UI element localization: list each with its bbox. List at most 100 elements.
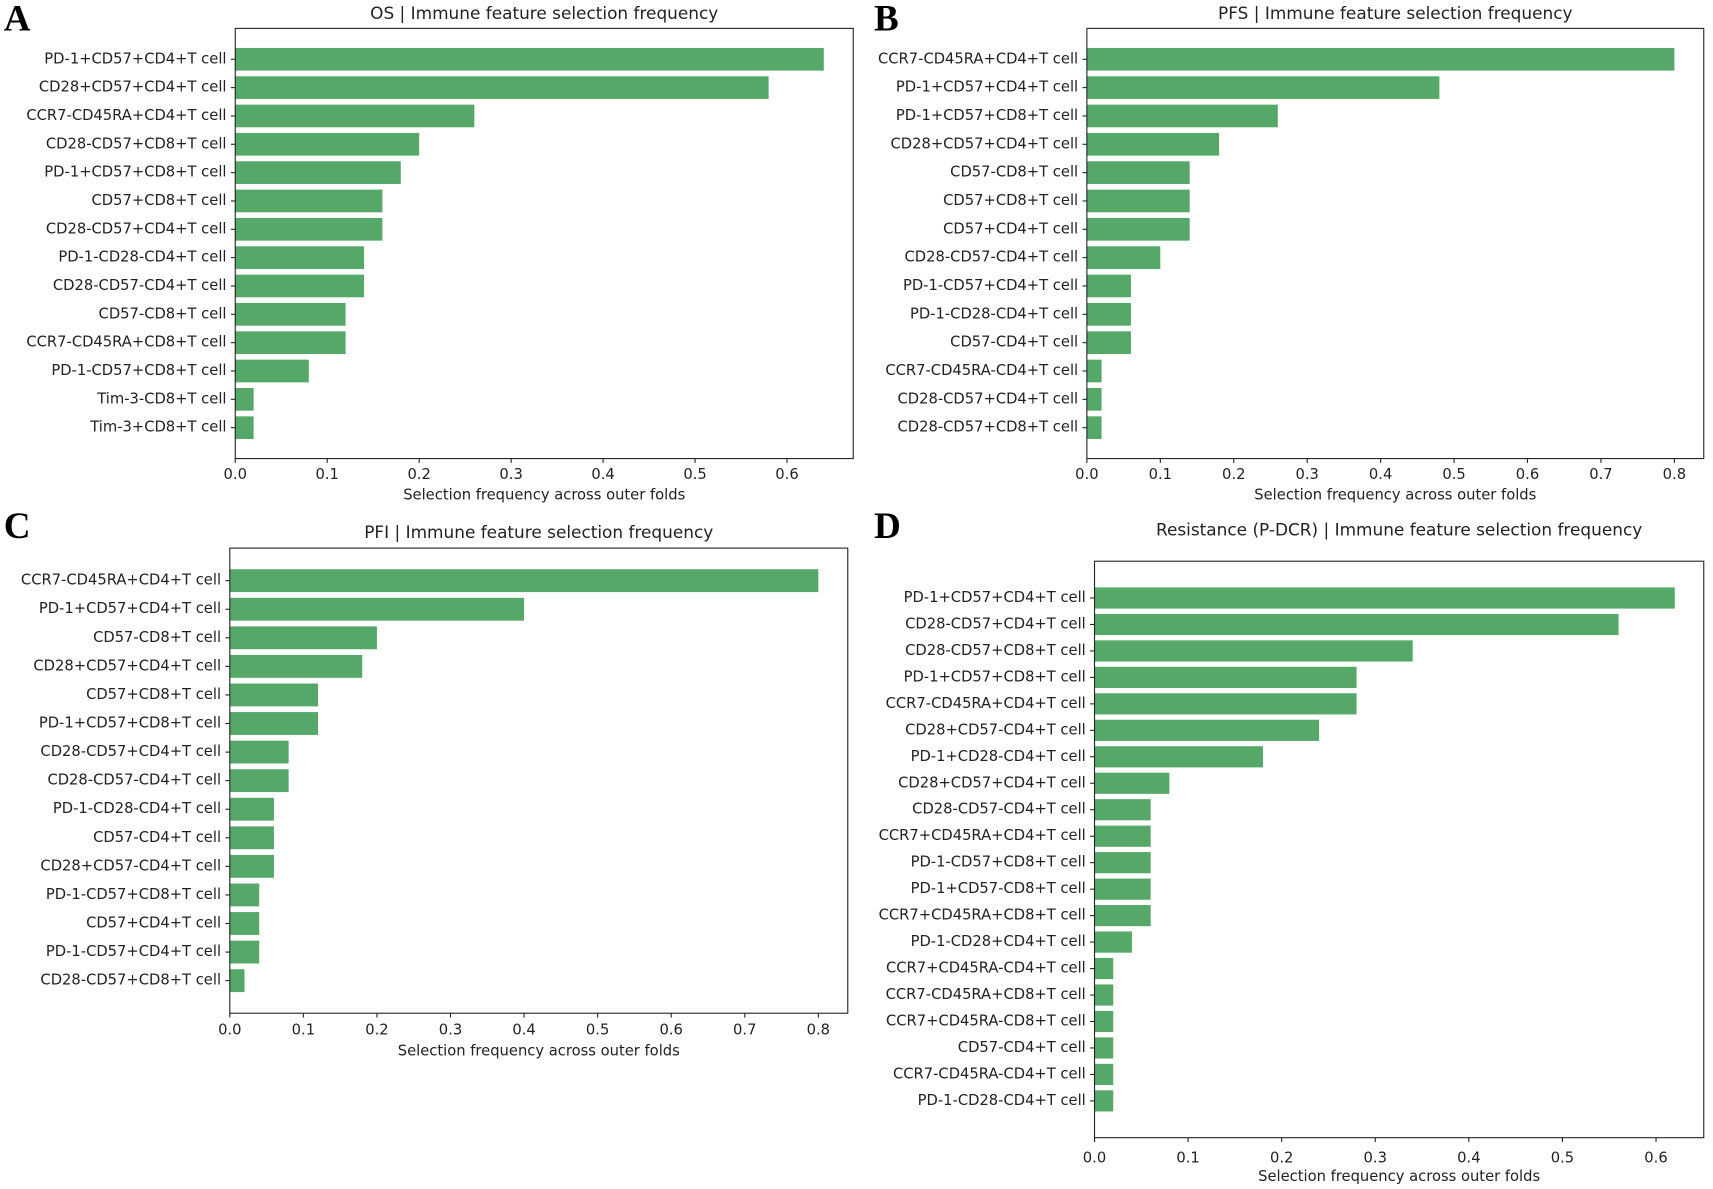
y-tick-label: PD-1-CD28-CD4+T cell [918,1092,1086,1109]
x-tick-label: 0.6 [775,466,798,483]
y-tick-label: CCR7-CD45RA+CD8+T cell [886,986,1086,1003]
y-tick-label: CD57-CD4+T cell [950,334,1078,351]
y-tick-label: CD57-CD8+T cell [950,164,1078,181]
bar [229,883,260,907]
x-tick-label: 0.1 [1176,1149,1199,1166]
panel-letter: A [4,0,31,39]
bar [235,76,769,99]
y-tick-label: CCR7-CD45RA+CD8+T cell [26,334,226,351]
x-tick-label: 0.0 [1083,1149,1106,1166]
bar [1086,217,1190,241]
bar [1094,852,1151,874]
x-tick-label: 0.5 [1442,466,1465,483]
y-tick-label: CD28+CD57+CD4+T cell [898,774,1086,791]
bar [1086,76,1440,99]
x-tick-label: 0.1 [315,466,338,483]
bar [235,47,824,71]
y-tick-label: PD-1-CD28-CD4+T cell [58,249,226,266]
x-tick-label: 0.5 [1551,1149,1574,1166]
x-tick-label: 0.4 [1369,466,1392,483]
x-tick-label: 0.1 [1149,466,1172,483]
bar [1086,161,1190,184]
bar [1094,640,1413,662]
bar [1094,1090,1114,1112]
bar [1094,666,1357,688]
bar [1094,984,1114,1006]
plot-frame [1086,27,1705,460]
bar [1086,189,1190,213]
bar [235,217,383,241]
y-tick-label: CCR7+CD45RA-CD4+T cell [886,960,1086,977]
y-tick-label: CCR7-CD45RA+CD4+T cell [21,572,221,589]
bar [1086,246,1161,269]
y-tick-label: CD28-CD57+CD8+T cell [898,419,1079,436]
panel-letter: C [4,506,31,547]
bar [1086,302,1131,326]
x-tick-label: 0.3 [499,466,522,483]
chart-title: OS | Immune feature selection frequency [370,3,718,23]
bar [235,132,420,156]
y-tick-label: CD28-CD57+CD4+T cell [46,220,227,237]
y-tick-label: CD57+CD4+T cell [943,220,1078,237]
y-tick-label: CD28-CD57-CD4+T cell [53,277,227,294]
bar [1094,905,1151,927]
bar [229,712,319,735]
x-tick-label: 0.4 [591,466,614,483]
panel-letter: B [874,0,899,39]
x-axis-label: Selection frequency across outer folds [1254,487,1536,504]
plot-frame [1093,560,1705,1139]
y-tick-label: CD57+CD8+T cell [86,686,221,703]
bar [1094,878,1151,900]
bar [229,626,377,650]
y-tick-label: PD-1+CD57+CD4+T cell [39,600,221,617]
bar [235,104,475,128]
y-tick-label: CD28-CD57+CD8+T cell [40,972,221,989]
bar [1094,957,1114,980]
y-tick-label: CD28-CD57-CD4+T cell [905,249,1079,266]
y-tick-label: PD-1+CD28-CD4+T cell [911,748,1086,765]
y-tick-label: CD28+CD57+CD4+T cell [39,79,227,96]
y-tick-label: CD57-CD8+T cell [93,629,221,646]
x-axis-label: Selection frequency across outer folds [403,487,685,504]
x-tick-label: 0.2 [365,1022,388,1039]
y-tick-label: CD28-CD57+CD4+T cell [898,390,1079,407]
bar [235,274,364,298]
bar [1094,693,1357,715]
bar [1094,1063,1114,1086]
bar [1094,746,1263,768]
y-tick-label: CD28+CD57+CD4+T cell [33,657,221,674]
bar [229,854,274,878]
x-tick-label: 0.7 [1589,466,1612,483]
bar [1086,416,1102,440]
y-tick-label: PD-1+CD57+CD8+T cell [896,107,1078,124]
y-tick-label: PD-1-CD57+CD8+T cell [911,854,1086,871]
y-tick-label: CD28+CD57-CD4+T cell [40,857,221,874]
y-tick-label: CCR7+CD45RA+CD4+T cell [879,827,1086,844]
x-tick-label: 0.8 [1663,466,1686,483]
y-tick-label: PD-1+CD57-CD8+T cell [911,880,1086,897]
y-tick-label: PD-1-CD28-CD4+T cell [53,800,221,817]
x-tick-label: 0.1 [292,1022,315,1039]
panel-letter: D [874,506,901,547]
bar [1086,47,1675,71]
x-tick-label: 0.3 [1364,1149,1387,1166]
bar [235,388,254,411]
bar [235,416,254,440]
bar [229,597,525,621]
y-tick-label: PD-1+CD57+CD8+T cell [904,668,1086,685]
y-tick-label: CD28-CD57+CD4+T cell [40,743,221,760]
bar [229,797,274,821]
bar [235,189,383,213]
y-tick-label: CD57-CD4+T cell [958,1039,1086,1056]
bar [229,969,245,993]
x-tick-label: 0.2 [407,466,430,483]
x-tick-label: 0.2 [1222,466,1245,483]
x-tick-label: 0.2 [1270,1149,1293,1166]
bar [1086,388,1102,411]
chart-title: Resistance (P-DCR) | Immune feature sele… [1156,520,1642,540]
y-tick-label: CD57-CD4+T cell [93,829,221,846]
bar [235,302,346,326]
y-tick-label: PD-1-CD57+CD8+T cell [46,886,221,903]
bar [229,569,819,593]
bar [1086,132,1220,156]
